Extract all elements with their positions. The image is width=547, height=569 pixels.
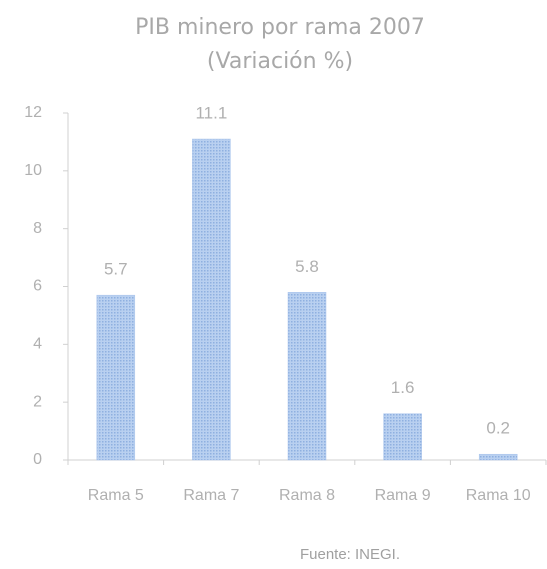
x-tick-label: Rama 7 [183, 487, 239, 504]
data-label: 11.1 [195, 104, 227, 123]
x-tick-label: Rama 10 [466, 487, 531, 504]
y-tick-label: 10 [24, 162, 42, 179]
y-tick-label: 12 [24, 104, 42, 121]
y-tick-label: 8 [33, 220, 42, 237]
y-tick-label: 2 [33, 393, 42, 410]
y-tick-label: 0 [33, 451, 42, 468]
x-tick-label: Rama 5 [88, 487, 144, 504]
bar [287, 292, 327, 461]
chart-subtitle: (Variación %) [207, 49, 353, 74]
data-label: 5.8 [295, 257, 319, 276]
y-tick-label: 4 [33, 336, 42, 353]
source: Fuente: INEGI. [300, 546, 400, 563]
data-label: 5.7 [104, 260, 128, 279]
x-tick-label: Rama 8 [279, 487, 335, 504]
y-tick-label: 6 [33, 278, 42, 295]
bar [192, 138, 231, 461]
bar [383, 413, 422, 461]
bar [96, 294, 136, 461]
chart-title: PIB minero por rama 2007 [135, 15, 425, 40]
data-label: 0.2 [486, 419, 510, 438]
x-tick-label: Rama 9 [375, 487, 431, 504]
data-label: 1.6 [391, 378, 415, 397]
bar [478, 453, 518, 461]
